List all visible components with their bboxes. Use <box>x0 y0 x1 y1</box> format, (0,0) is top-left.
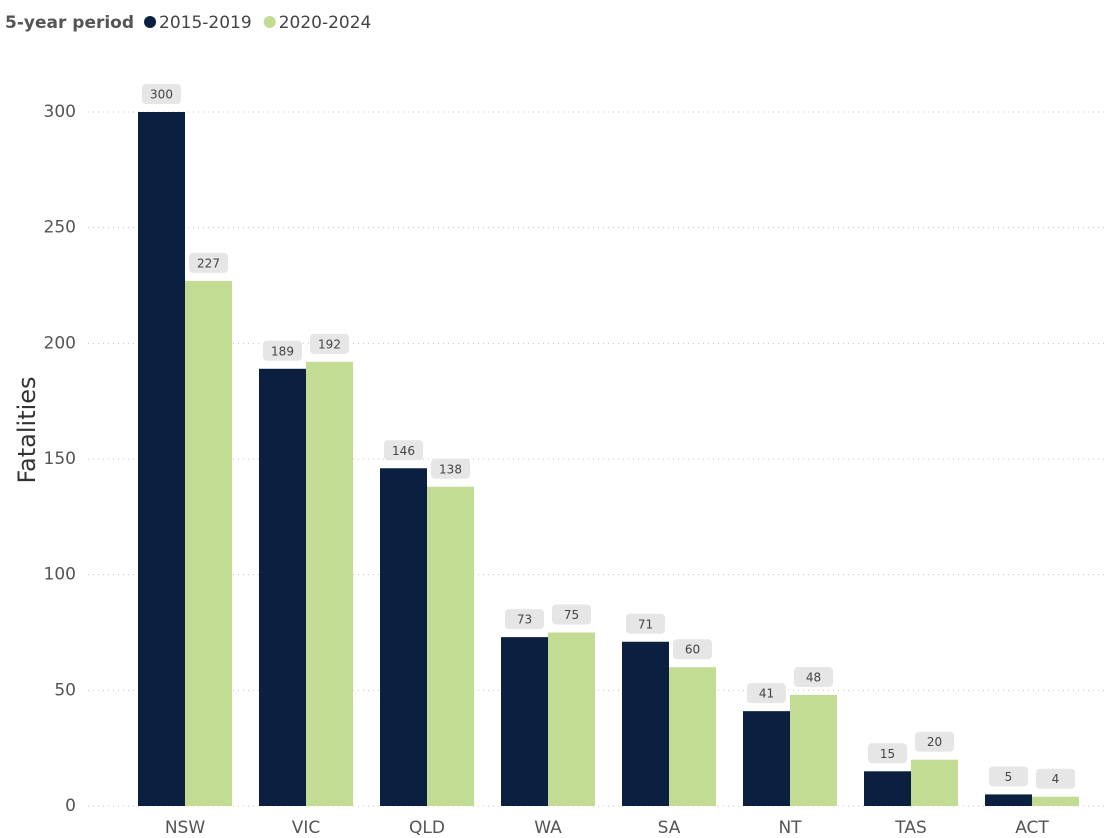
legend-label[interactable]: 2015-2019 <box>159 13 252 33</box>
x-tick-label: VIC <box>292 818 321 838</box>
value-label: 48 <box>806 670 821 684</box>
value-label-bg <box>310 333 349 354</box>
value-label: 138 <box>439 462 462 476</box>
bar <box>622 641 669 806</box>
value-label: 300 <box>150 88 173 102</box>
value-label-bg <box>431 458 470 479</box>
value-label-bg <box>989 766 1028 787</box>
y-tick-label: 250 <box>44 218 76 238</box>
bar <box>985 794 1032 806</box>
legend-title: 5-year period <box>5 13 134 33</box>
x-tick-label: WA <box>534 818 562 838</box>
value-label: 71 <box>638 617 653 631</box>
value-label-bg <box>142 84 181 104</box>
legend-marker[interactable] <box>263 16 276 28</box>
value-label: 4 <box>1052 772 1060 786</box>
x-tick-label: SA <box>658 818 681 838</box>
y-tick-label: 100 <box>44 565 76 585</box>
value-label: 5 <box>1005 770 1013 784</box>
value-label-bg <box>505 609 544 630</box>
value-label: 20 <box>927 735 942 749</box>
x-tick-label: NSW <box>165 818 206 838</box>
y-tick-label: 150 <box>44 449 76 469</box>
value-label-bg <box>384 440 423 461</box>
y-tick-label: 0 <box>65 796 76 816</box>
value-label-bg <box>552 604 591 625</box>
value-label-bg <box>189 252 228 273</box>
bar <box>185 280 232 807</box>
x-tick-label: QLD <box>409 818 445 838</box>
bar <box>259 368 306 806</box>
value-label: 41 <box>759 687 774 701</box>
bar <box>743 711 790 806</box>
bar <box>427 486 474 806</box>
bar <box>380 468 427 806</box>
value-label: 192 <box>318 337 341 351</box>
y-axis-label: Fatalities <box>13 376 41 483</box>
value-label-bg <box>263 340 302 361</box>
x-tick-label: ACT <box>1015 818 1049 838</box>
bar <box>501 637 548 806</box>
bar <box>306 361 353 806</box>
value-label: 75 <box>564 608 579 622</box>
value-label: 60 <box>685 643 700 657</box>
value-label-bg <box>626 613 665 634</box>
y-tick-label: 300 <box>44 102 76 122</box>
legend-label[interactable]: 2020-2024 <box>279 13 372 33</box>
bar <box>669 667 716 806</box>
value-label: 227 <box>197 256 220 270</box>
value-label-bg <box>868 743 907 764</box>
bar <box>864 771 911 806</box>
bar <box>1032 796 1079 806</box>
value-label: 15 <box>880 747 895 761</box>
y-tick-label: 50 <box>54 680 76 700</box>
bar <box>911 759 958 806</box>
value-label: 146 <box>392 444 415 458</box>
x-tick-label: TAS <box>894 818 927 838</box>
x-tick-label: NT <box>778 818 802 838</box>
legend-marker[interactable] <box>144 16 157 28</box>
value-label-bg <box>747 683 786 704</box>
bar <box>138 112 185 806</box>
value-label-bg <box>794 666 833 687</box>
value-label: 189 <box>271 344 294 358</box>
value-label-bg <box>1036 768 1075 789</box>
value-label-bg <box>673 639 712 660</box>
y-tick-label: 200 <box>44 333 76 353</box>
value-label: 73 <box>517 613 532 627</box>
bar <box>548 632 595 806</box>
value-label-bg <box>915 731 954 752</box>
bar <box>790 694 837 806</box>
